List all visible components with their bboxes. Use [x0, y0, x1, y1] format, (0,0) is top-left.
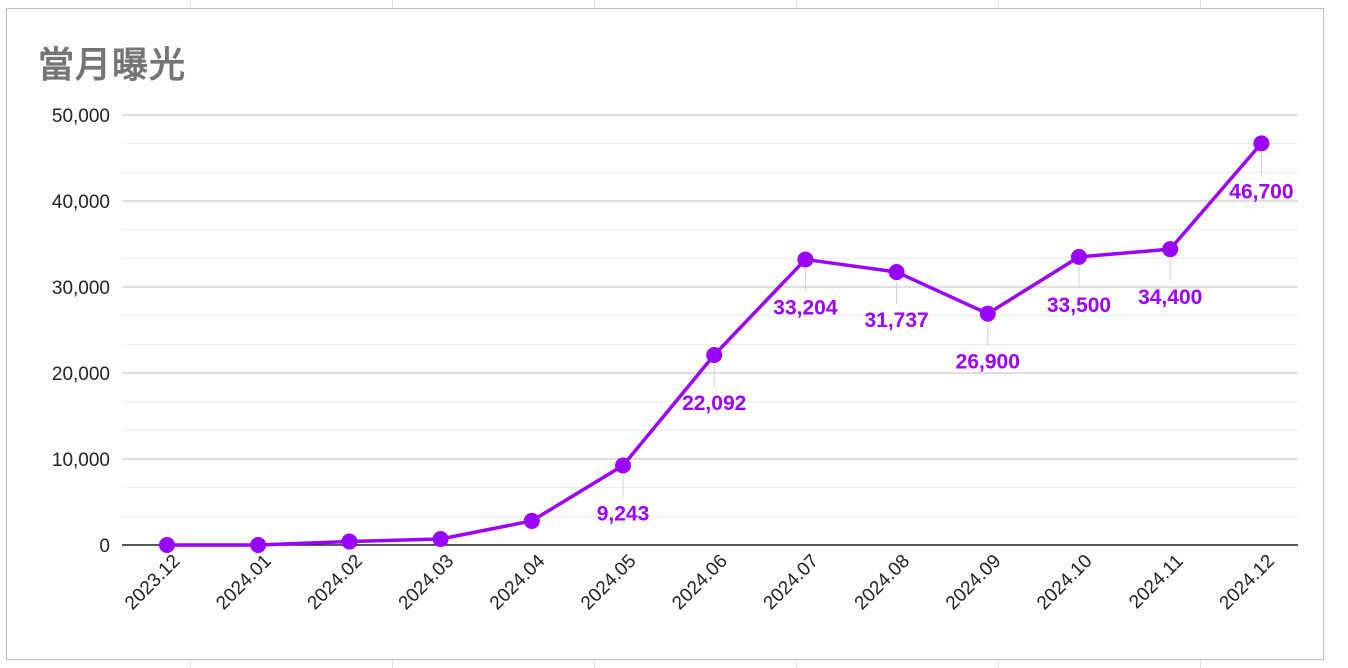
y-axis-ticks: 0 10,000 20,000 30,000 40,000 50,000 — [52, 106, 110, 557]
data-point — [1162, 241, 1179, 258]
y-tick-label: 40,000 — [52, 192, 110, 213]
x-tick-label: 2024.01 — [212, 551, 275, 614]
x-tick-label: 2024.09 — [942, 551, 1005, 614]
y-tick-label: 50,000 — [52, 106, 110, 127]
data-labels: 9,243 22,092 33,204 31,737 26,900 33,500 34,40… — [597, 180, 1294, 525]
x-tick-label: 2024.04 — [486, 550, 550, 614]
x-tick-label: 2024.08 — [851, 551, 914, 614]
data-point — [1253, 135, 1270, 152]
data-label: 22,092 — [682, 392, 746, 415]
data-label: 9,243 — [597, 503, 650, 526]
x-tick-label: 2024.11 — [1125, 551, 1187, 613]
x-tick-label: 2024.06 — [668, 551, 731, 614]
data-point — [706, 347, 723, 364]
y-tick-label: 30,000 — [52, 278, 110, 299]
data-point — [159, 537, 175, 553]
data-point — [432, 530, 449, 547]
data-point — [979, 305, 996, 322]
data-label: 33,500 — [1047, 294, 1111, 317]
data-point — [341, 533, 358, 550]
data-label-leaders — [622, 153, 1262, 498]
major-gridlines — [122, 114, 1298, 460]
data-label: 26,900 — [956, 351, 1020, 374]
x-tick-label: 2024.03 — [395, 551, 458, 614]
y-tick-label: 0 — [99, 536, 110, 557]
x-tick-label: 2024.07 — [760, 551, 823, 614]
data-point — [797, 251, 814, 268]
data-points — [159, 135, 1270, 553]
data-point — [888, 264, 905, 281]
data-point — [1071, 248, 1087, 265]
chart-container[interactable] — [6, 8, 1324, 660]
x-tick-label: 2024.10 — [1033, 551, 1096, 614]
data-point — [250, 537, 267, 553]
x-tick-label: 2024.05 — [577, 551, 640, 614]
data-point — [523, 512, 540, 529]
y-tick-label: 20,000 — [52, 364, 110, 385]
data-label: 33,204 — [773, 296, 838, 319]
x-axis-ticks: 2023.12 2024.01 2024.02 2024.03 2024.04 2024.… — [121, 550, 1279, 614]
y-tick-label: 10,000 — [52, 450, 110, 471]
x-tick-label: 2023.12 — [121, 551, 184, 614]
data-label: 34,400 — [1138, 286, 1202, 309]
x-tick-label: 2024.12 — [1216, 551, 1279, 614]
minor-gridlines — [122, 143, 1298, 517]
chart-title: 當月曝光 — [38, 45, 187, 86]
x-tick-label: 2024.02 — [304, 551, 367, 614]
data-point — [615, 457, 631, 474]
data-label: 31,737 — [864, 309, 928, 332]
data-label: 46,700 — [1229, 180, 1293, 203]
